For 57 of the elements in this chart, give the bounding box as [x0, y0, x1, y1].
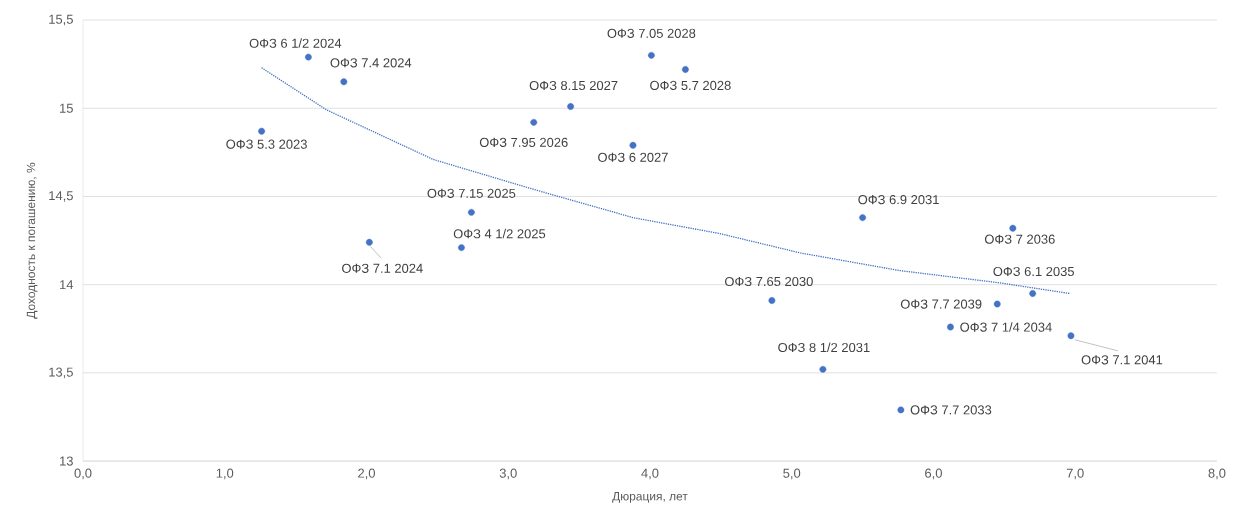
- point: [647, 51, 655, 59]
- x-tick-label: 5,0: [783, 468, 801, 480]
- annotation: ОФЗ 7.4 2024: [330, 58, 412, 68]
- x-tick-label: 6,0: [925, 468, 942, 480]
- point: [1009, 224, 1017, 232]
- annotation: ОФЗ 7.7 2039: [900, 299, 982, 309]
- annotation: ОФЗ 6.1 2035: [993, 266, 1074, 277]
- point: [819, 365, 827, 373]
- annotation: ОФЗ 6.9 2031: [858, 195, 939, 205]
- y-tick-label: 13: [60, 456, 73, 466]
- point: [458, 244, 465, 252]
- point: [947, 323, 954, 331]
- annotation: ОФЗ 7.1 2024: [342, 263, 423, 273]
- x-tick-label: 4,0: [641, 468, 659, 480]
- point: [1067, 332, 1075, 340]
- point: [340, 78, 348, 86]
- annotation: ОФЗ 6 1/2 2024: [249, 38, 342, 48]
- point: [467, 208, 475, 216]
- annotation: ОФЗ 5.7 2028: [650, 80, 731, 91]
- annotation: ОФЗ 8 1/2 2031: [778, 342, 870, 353]
- x-axis-title: Дюрация, лет: [612, 492, 688, 503]
- annotation: ОФЗ 5.3 2023: [226, 139, 307, 149]
- point: [682, 66, 689, 73]
- annotation: ОФЗ 7.1 2041: [1081, 355, 1163, 365]
- point: [859, 214, 866, 222]
- y-tick-label: 14,5: [49, 191, 73, 202]
- annotation: ОФЗ 7.7 2033: [910, 405, 992, 415]
- point: [993, 300, 1001, 308]
- annotation: ОФЗ 7.65 2030: [725, 276, 813, 287]
- y-tick-label: 14: [60, 280, 74, 290]
- point: [530, 118, 538, 126]
- y-tick-label: 15: [60, 103, 73, 113]
- annotation: ОФЗ 7 1/4 2034: [960, 322, 1052, 332]
- y-tick-label: 15,5: [49, 14, 73, 26]
- annotation: ОФЗ 6 2027: [598, 152, 668, 162]
- point: [567, 103, 574, 110]
- point: [304, 53, 312, 61]
- x-tick-label: 8,0: [1208, 468, 1226, 480]
- annotation: ОФЗ 8.15 2027: [529, 80, 618, 91]
- point: [1029, 290, 1037, 297]
- annotation: ОФЗ 7.05 2028: [607, 28, 696, 38]
- annotation: ОФЗ 7 2036: [984, 234, 1055, 244]
- point: [768, 297, 776, 304]
- point: [897, 406, 905, 414]
- y-axis-title: Доходность к погашению, %: [26, 162, 38, 319]
- annotation: ОФЗ 7.15 2025: [427, 188, 516, 198]
- annotation: ОФЗ 4 1/2 2025: [453, 228, 546, 239]
- point: [365, 238, 373, 246]
- x-tick-label: 7,0: [1066, 468, 1084, 480]
- x-tick-label: 1,0: [216, 468, 234, 480]
- x-tick-label: 2,0: [358, 468, 375, 480]
- annotation: ОФЗ 7.95 2026: [479, 137, 568, 147]
- x-tick-label: 3,0: [499, 468, 517, 480]
- point: [258, 127, 265, 135]
- point: [629, 141, 637, 149]
- x-tick-label: 0,0: [74, 468, 92, 480]
- y-tick-label: 13,5: [49, 367, 73, 379]
